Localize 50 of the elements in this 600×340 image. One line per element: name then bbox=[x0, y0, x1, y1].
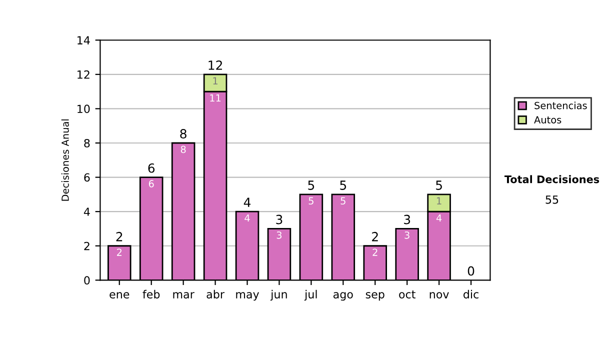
legend-label: Autos bbox=[534, 116, 562, 124]
data-label: 2 bbox=[117, 248, 122, 256]
total-label: 2 bbox=[116, 232, 122, 242]
x-tick-label: abr bbox=[206, 290, 224, 298]
total-label: 3 bbox=[276, 214, 282, 224]
total-label: 3 bbox=[404, 214, 410, 224]
y-tick-label: 2 bbox=[84, 242, 90, 250]
x-tick-label: jul bbox=[304, 290, 317, 301]
y-tick-label: 0 bbox=[84, 276, 90, 285]
y-tick-label: 14 bbox=[78, 36, 90, 44]
data-label: 3 bbox=[276, 231, 282, 239]
total-label: 6 bbox=[148, 163, 155, 173]
text: Total Decisiones bbox=[504, 175, 600, 184]
y-tick-label: 4 bbox=[84, 208, 90, 216]
x-tick-label: ene bbox=[110, 292, 130, 298]
total-label: 4 bbox=[244, 198, 251, 207]
y-tick-label: 12 bbox=[78, 70, 90, 79]
data-label: 6 bbox=[148, 180, 154, 188]
text: 55 bbox=[546, 196, 558, 204]
data-label: 5 bbox=[308, 197, 314, 205]
x-tick-label: feb bbox=[142, 290, 160, 298]
x-tick-label: mar bbox=[173, 292, 194, 298]
x-tick-label: dic bbox=[464, 290, 478, 298]
x-tick-label: nov bbox=[430, 292, 449, 298]
data-label: 4 bbox=[436, 214, 442, 222]
x-tick-label: ago bbox=[333, 292, 353, 301]
x-tick-label: jun bbox=[270, 290, 287, 301]
data-label: 4 bbox=[244, 214, 250, 222]
total-label: 12 bbox=[208, 60, 222, 70]
x-tick-label: oct bbox=[399, 290, 416, 298]
x-tick-label: may bbox=[236, 292, 260, 301]
data-label: 1 bbox=[437, 197, 442, 204]
y-tick-label: 10 bbox=[78, 104, 90, 114]
total-label: 5 bbox=[340, 180, 346, 190]
total-label: 8 bbox=[180, 129, 186, 139]
y-axis-title: Decisiones Anual bbox=[61, 119, 69, 201]
data-label: 11 bbox=[210, 94, 221, 102]
total-label: 2 bbox=[372, 232, 378, 242]
legend-label: Sentencias bbox=[534, 102, 587, 110]
data-label: 2 bbox=[372, 248, 378, 256]
data-label: 3 bbox=[404, 231, 410, 239]
total-label: 5 bbox=[436, 180, 442, 190]
data-label: 5 bbox=[340, 197, 346, 205]
y-tick-label: 6 bbox=[84, 173, 90, 182]
text: 0 bbox=[468, 266, 474, 276]
total-label: 5 bbox=[308, 180, 314, 190]
data-label: 8 bbox=[180, 146, 186, 154]
data-label: 1 bbox=[213, 77, 218, 84]
x-tick-label: sep bbox=[366, 292, 384, 301]
y-tick-label: 8 bbox=[84, 138, 90, 148]
